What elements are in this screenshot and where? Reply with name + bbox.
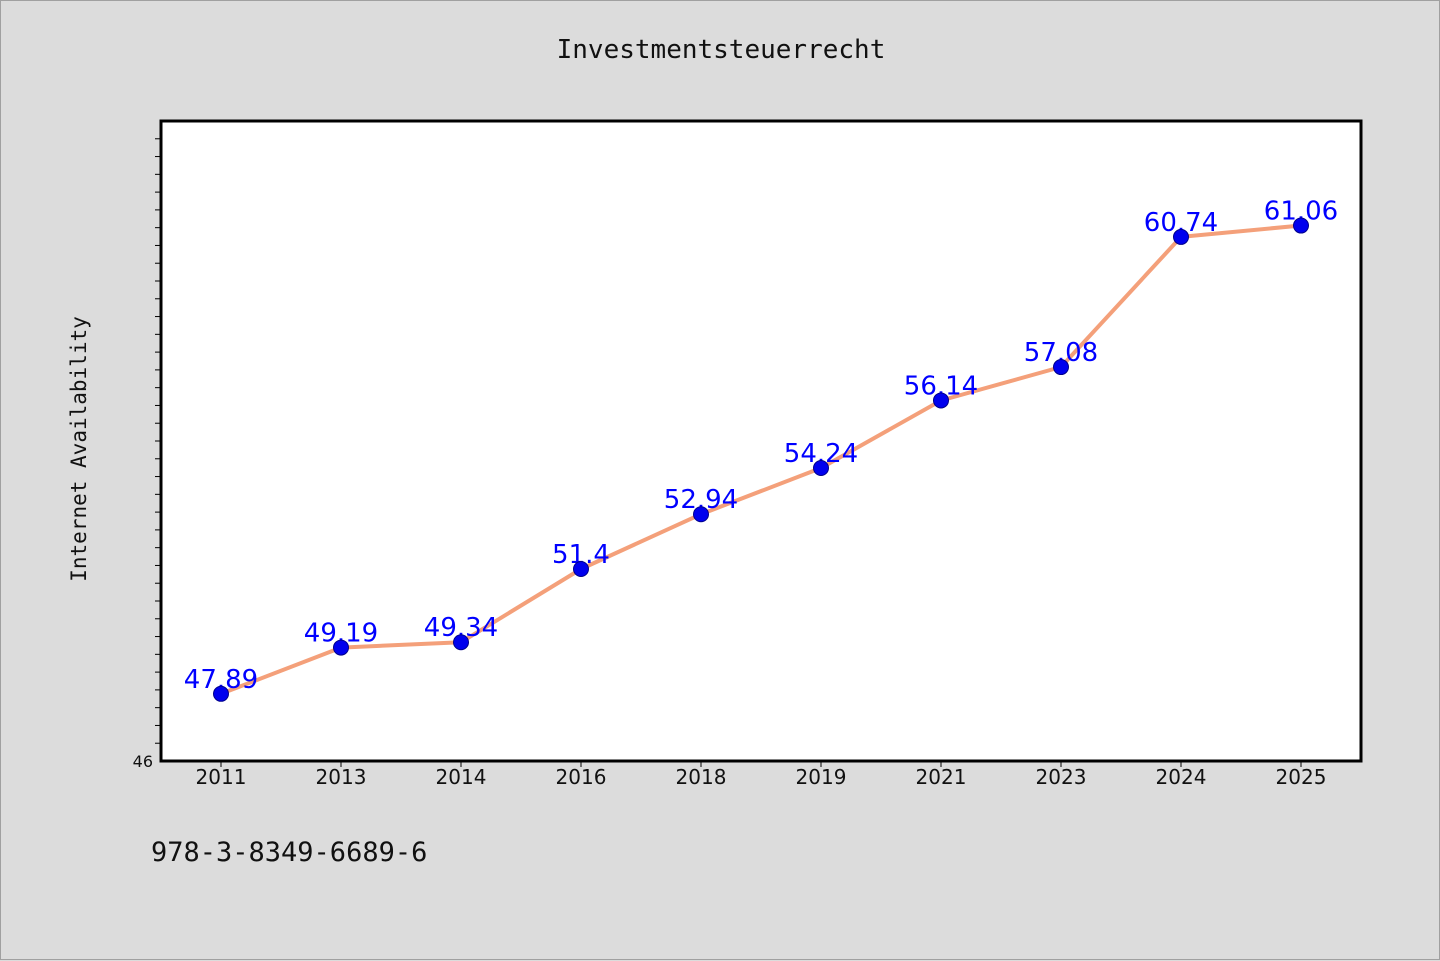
data-point — [213, 685, 229, 702]
data-point — [933, 392, 949, 409]
x-tick-label: 2025 — [1276, 765, 1327, 789]
y-tick-label: 46 — [133, 752, 153, 771]
x-tick-label: 2023 — [1036, 765, 1087, 789]
x-tick-label: 2018 — [676, 765, 727, 789]
x-tick-label: 2011 — [196, 765, 247, 789]
series-line — [219, 223, 1303, 696]
x-tick-label: 2024 — [1156, 765, 1207, 789]
x-tick-label: 2016 — [556, 765, 607, 789]
x-tick-label: 2019 — [796, 765, 847, 789]
chart-title: Investmentsteuerrecht — [556, 35, 886, 65]
data-point — [573, 561, 589, 577]
data-point — [1293, 217, 1309, 234]
data-point — [453, 634, 469, 651]
isbn-label: 978-3-8349-6689-6 — [151, 837, 428, 868]
x-tick-label: 2014 — [436, 765, 487, 789]
x-tick-label: 2021 — [916, 765, 967, 789]
data-point — [813, 460, 829, 477]
data-point — [693, 506, 709, 523]
data-point — [1053, 359, 1069, 376]
x-tick-label: 2013 — [316, 765, 367, 789]
data-point — [1173, 228, 1189, 245]
data-point — [333, 639, 349, 656]
plot-frame — [159, 119, 1363, 763]
